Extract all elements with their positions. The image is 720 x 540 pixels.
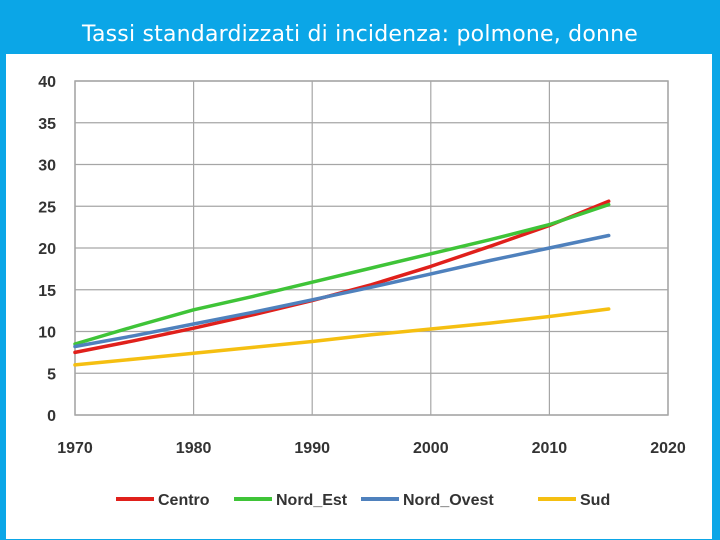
- series-line-nord-est: [73, 202, 611, 346]
- series-line-sud: [73, 307, 611, 367]
- legend-label-nord-ovest: Nord_Ovest: [403, 492, 494, 509]
- line-chart: 0 5 10 15 20 25 30 35 40 1970 1980 1990 2000 2010 202…: [38, 74, 686, 509]
- legend: Centro Nord_Est Nord_Ovest Sud: [116, 492, 610, 509]
- x-tick-label: 2000: [413, 440, 449, 457]
- legend-label-sud: Sud: [580, 492, 610, 509]
- y-tick-label: 35: [38, 116, 56, 133]
- x-tick-label: 1990: [294, 440, 330, 457]
- y-tick-label: 30: [38, 158, 56, 175]
- y-tick-label: 40: [38, 74, 56, 91]
- series-line-nord-ovest: [73, 233, 611, 349]
- x-axis-ticks: 1970 1980 1990 2000 2010 2020: [57, 440, 686, 457]
- chart-panel: 0 5 10 15 20 25 30 35 40 1970 1980 1990 2000 2010 202…: [6, 54, 712, 539]
- y-tick-label: 5: [47, 366, 56, 383]
- x-tick-label: 1970: [57, 440, 93, 457]
- x-tick-label: 1980: [176, 440, 212, 457]
- y-tick-label: 15: [38, 283, 56, 300]
- legend-label-nord-est: Nord_Est: [276, 492, 348, 509]
- legend-label-centro: Centro: [158, 492, 210, 509]
- y-tick-label: 20: [38, 241, 56, 258]
- y-tick-label: 0: [47, 408, 56, 425]
- grid-lines: [74, 80, 669, 416]
- x-tick-label: 2020: [650, 440, 686, 457]
- x-tick-label: 2010: [532, 440, 568, 457]
- slide-title: Tassi standardizzati di incidenza: polmo…: [81, 22, 639, 47]
- series-lines: [73, 199, 611, 367]
- y-tick-label: 10: [38, 325, 56, 342]
- y-axis-ticks: 0 5 10 15 20 25 30 35 40: [38, 74, 56, 425]
- y-tick-label: 25: [38, 199, 56, 216]
